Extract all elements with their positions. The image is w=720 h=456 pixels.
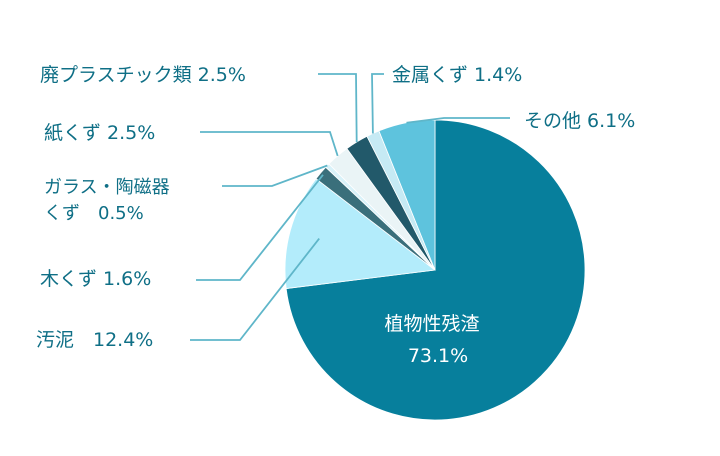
slice-label-wood: 木くず 1.6% [40,268,151,290]
leader-line-plastic [318,73,358,143]
leader-line-wood [196,174,324,281]
leader-lines [190,73,510,341]
slice-label-glass-ceramics-line2: くず 0.5% [44,203,144,224]
slice-label-glass-ceramics-line1: ガラス・陶磁器 [44,177,170,198]
leader-line-paper [200,131,339,157]
leader-line-glass-ceramics [222,164,328,187]
leader-line-metal [371,73,384,134]
leader-line-sludge [190,237,320,341]
slice-label-plastic: 廃プラスチック類 2.5% [40,64,246,86]
slice-label-sludge: 汚泥 12.4% [36,329,153,351]
slice-label-other: その他 6.1% [524,110,635,132]
slice-value-plant-residue: 73.1% [408,345,468,367]
slice-label-paper: 紙くず 2.5% [44,122,155,144]
slice-label-plant-residue: 植物性残渣 [384,313,479,335]
pie-slices [284,119,586,421]
leader-line-other [406,117,510,124]
slice-label-metal: 金属くず 1.4% [392,64,522,86]
